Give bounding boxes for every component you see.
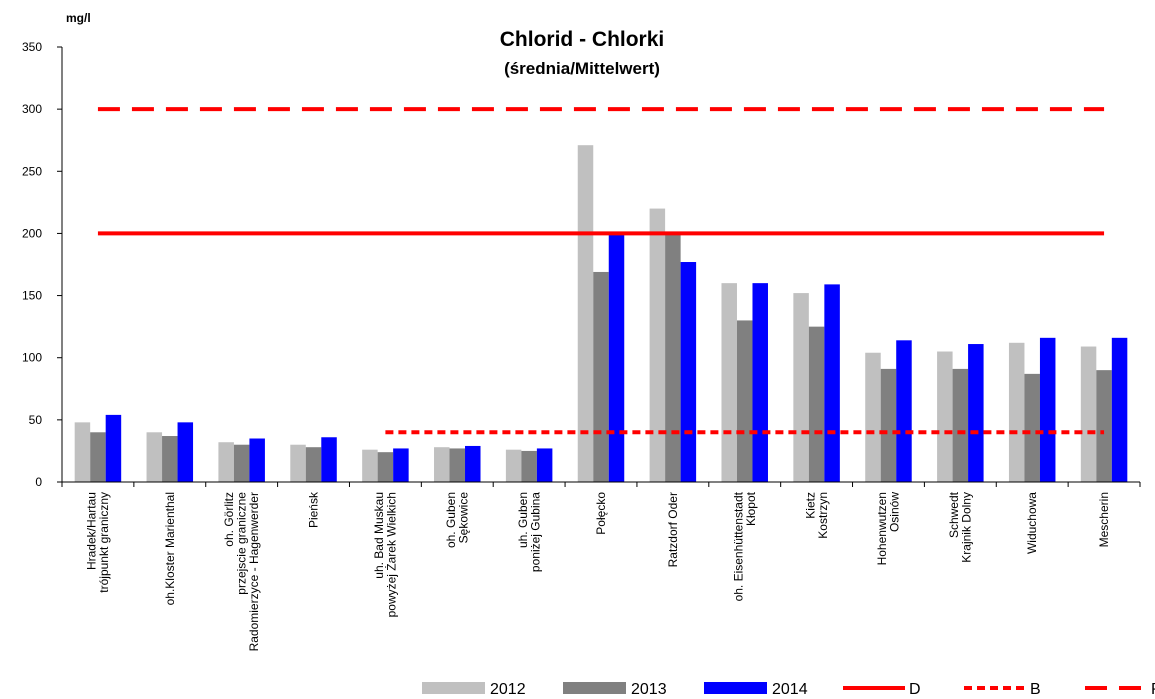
bar [90, 432, 106, 482]
bar [449, 448, 466, 482]
x-tick-label: Kostrzyn [816, 492, 830, 539]
x-tick-label: Kietz [803, 492, 817, 519]
bar [896, 340, 912, 482]
x-tick-label: Hohenwutzen [875, 492, 889, 565]
legend-label: 2012 [490, 681, 526, 698]
x-tick-label: Sękowice [457, 492, 471, 544]
y-tick-label: 150 [22, 289, 42, 303]
bar [505, 449, 522, 482]
x-tick-label: poniżej Gubina [528, 492, 542, 572]
bar [577, 145, 594, 482]
x-tick-label: Mescherin [1097, 492, 1111, 547]
bar [736, 320, 753, 482]
x-tick-label: Osinów [888, 492, 902, 532]
bar [434, 447, 450, 482]
y-tick-label: 200 [22, 226, 42, 240]
x-tick-label: Krajnik Dolny [960, 492, 974, 563]
x-tick-label: Widuchowa [1025, 492, 1039, 554]
bar [521, 450, 537, 482]
bar [880, 368, 897, 482]
x-tick-label: uh. Bad Muskau [372, 492, 386, 579]
bar [649, 208, 666, 483]
y-tick-label: 350 [22, 40, 42, 54]
legend-label: 2013 [631, 681, 667, 698]
bar [177, 422, 194, 482]
bar [865, 352, 881, 482]
y-tick-label: 50 [29, 413, 43, 427]
legend-swatch [422, 682, 485, 694]
x-tick-label: powyżej Żarek Wielkich [385, 492, 399, 617]
bar [321, 437, 337, 482]
x-tick-label: oh. Eisenhüttenstadt [731, 491, 745, 601]
bar [233, 444, 250, 482]
legend-swatch [704, 682, 767, 694]
y-tick-label: 250 [22, 164, 42, 178]
bar [393, 448, 409, 482]
legend-swatch [563, 682, 626, 694]
bar [608, 233, 625, 482]
bar [105, 414, 122, 482]
x-tick-label: Hradek/Hartau [85, 492, 99, 570]
x-tick-label: Ratzdorf Oder [666, 492, 680, 567]
bar [824, 284, 840, 482]
legend-label: D [909, 681, 921, 698]
x-tick-label: Schwedt [947, 491, 961, 538]
bar [249, 438, 265, 482]
bar [146, 432, 163, 482]
bar [305, 447, 322, 482]
legend-label: B [1030, 681, 1041, 698]
chart-subtitle: (średnia/Mittelwert) [504, 59, 660, 78]
bar [593, 271, 609, 482]
y-tick-label: 100 [22, 351, 42, 365]
x-tick-label: Połęcko [594, 492, 608, 535]
bar [1024, 373, 1040, 482]
x-tick-label: Radomierzyce - Hagenwerder [247, 492, 261, 651]
bar [752, 283, 768, 482]
bar [218, 442, 234, 482]
bar [377, 452, 394, 482]
bar [74, 422, 91, 482]
bar [808, 326, 825, 482]
bar [1080, 346, 1097, 482]
bar [162, 436, 178, 482]
x-tick-label: oh.Kloster Marienthal [163, 492, 177, 605]
bar [1039, 337, 1056, 482]
bar [721, 283, 737, 482]
bar [952, 368, 969, 482]
bar [536, 448, 553, 482]
x-tick-label: oh. Görlitz [222, 492, 236, 547]
bar [362, 449, 378, 482]
y-axis-label: mg/l [66, 11, 91, 25]
bar [680, 262, 697, 482]
bar [937, 351, 953, 482]
bar [1096, 370, 1112, 482]
bar [290, 444, 306, 482]
y-tick-label: 0 [35, 475, 42, 489]
x-tick-label: Pieńsk [307, 491, 321, 528]
x-tick-label: Kłopot [744, 491, 758, 526]
x-tick-label: trójpunkt graniczny [97, 492, 111, 593]
bar [1008, 342, 1025, 482]
chart-title: Chlorid - Chlorki [500, 28, 665, 51]
bar [465, 445, 481, 482]
x-tick-label: oh. Guben [444, 492, 458, 548]
x-tick-label: przejscie graniczne [235, 492, 249, 595]
bar [968, 344, 984, 482]
y-tick-label: 300 [22, 102, 42, 116]
legend-label: 2014 [772, 681, 808, 698]
bar [1111, 337, 1128, 482]
bar [793, 293, 809, 482]
legend-label: P [1151, 681, 1155, 698]
bar [665, 233, 681, 482]
x-tick-label: uh. Guben [516, 492, 530, 548]
